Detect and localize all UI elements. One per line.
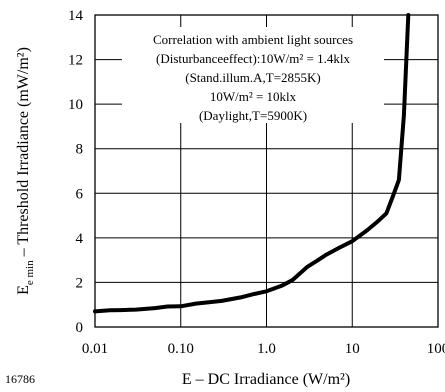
series-layer bbox=[93, 13, 411, 314]
y-tick-labels: 0 2 4 6 8 10 12 14 bbox=[68, 8, 84, 336]
x-tick-label: 0.01 bbox=[82, 341, 108, 357]
y-label-text: – Threshold Irradiance (mW/m²) bbox=[15, 47, 32, 260]
annotation-line: Correlation with ambient light sources bbox=[153, 32, 353, 47]
x-tick-label: 10 bbox=[345, 341, 360, 357]
annotation-line: (Disturbanceeffect):10W/m² = 1.4klx bbox=[156, 51, 351, 66]
figure-id: 16786 bbox=[5, 372, 35, 386]
annotation-background bbox=[122, 27, 384, 123]
y-tick-label: 14 bbox=[68, 8, 84, 24]
annotation-line: 10W/m² = 10klx bbox=[210, 89, 297, 104]
annotation-box: Correlation with ambient light sources (D… bbox=[122, 27, 384, 123]
x-axis-label: E – DC Irradiance (W/m²) bbox=[182, 371, 350, 388]
y-tick-label: 2 bbox=[76, 275, 84, 291]
y-tick-label: 8 bbox=[76, 142, 84, 158]
x-tick-labels: 0.01 0.10 1.0 10 100 bbox=[82, 341, 445, 357]
y-tick-label: 4 bbox=[76, 231, 84, 247]
plot-frame bbox=[94, 14, 439, 328]
y-label-subscript: e min bbox=[24, 260, 36, 285]
y-tick-label: 6 bbox=[76, 186, 84, 202]
annotation-line: (Daylight,T=5900K) bbox=[199, 108, 307, 123]
y-tick-label: 12 bbox=[68, 53, 83, 69]
threshold-curve bbox=[93, 13, 411, 314]
annotation-line: (Stand.illum.A,T=2855K) bbox=[185, 70, 321, 85]
y-axis-label: Ee min – Threshold Irradiance (mW/m²) bbox=[15, 47, 36, 295]
annotation-text: Correlation with ambient light sources (D… bbox=[153, 32, 353, 123]
y-tick-label: 10 bbox=[68, 97, 83, 113]
x-tick-label: 0.10 bbox=[168, 341, 194, 357]
y-tick-label: 0 bbox=[76, 320, 84, 336]
y-label-symbol: E bbox=[15, 285, 32, 295]
x-tick-label: 1.0 bbox=[257, 341, 276, 357]
x-tick-label: 100 bbox=[427, 341, 445, 357]
